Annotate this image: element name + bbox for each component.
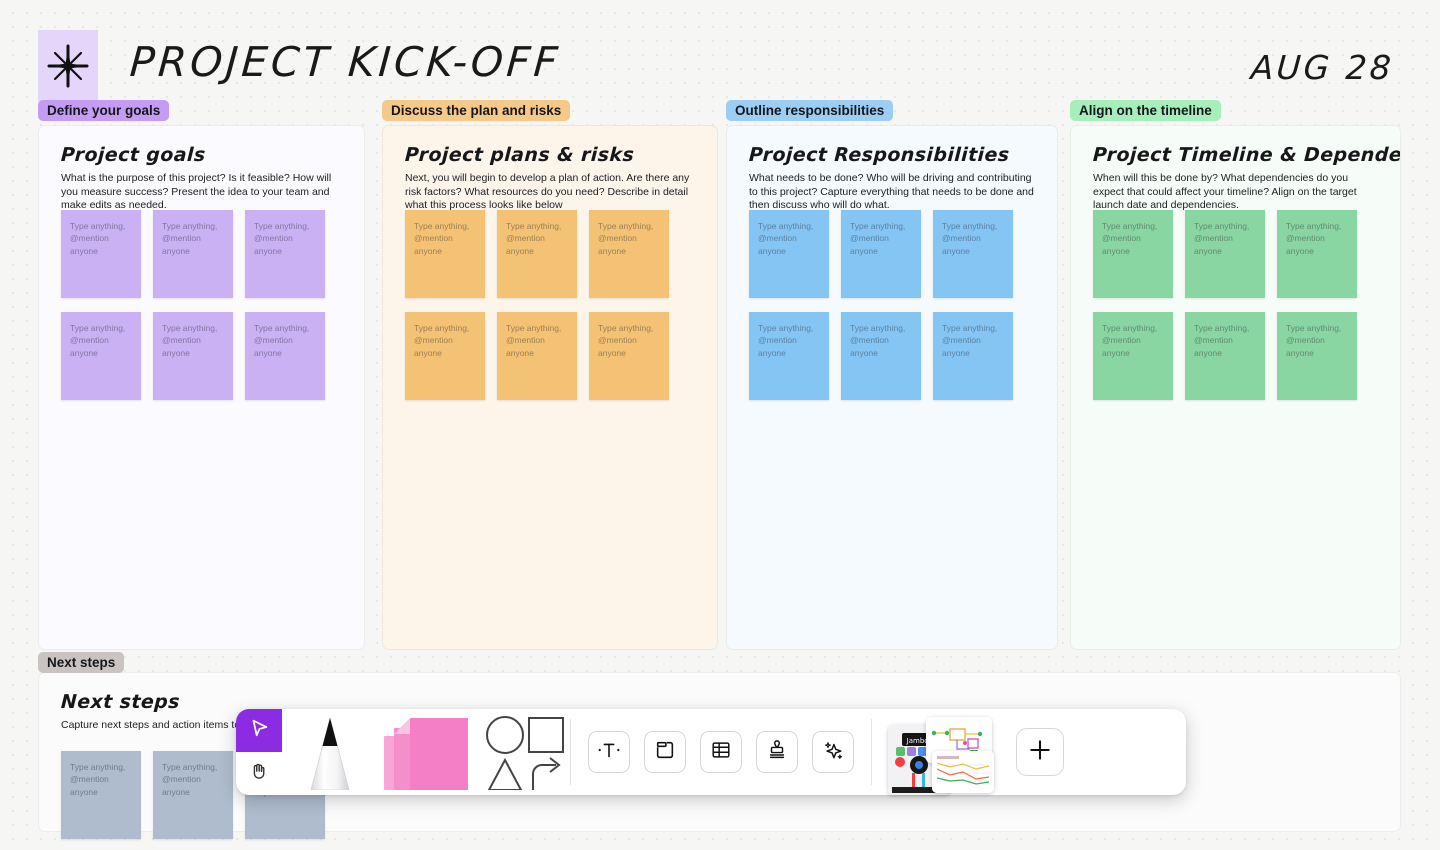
sticky-note[interactable]: Type anything, @mention anyone — [841, 312, 921, 400]
board-title[interactable]: PROJECT KICK-OFF — [128, 38, 563, 86]
svg-text:Jambot: Jambot — [906, 737, 932, 745]
frame-title-3: Project Timeline & Dependencies — [1092, 144, 1401, 166]
cursor-arrow-icon — [248, 717, 270, 744]
text-T-icon — [596, 739, 622, 766]
table-tool-button[interactable] — [700, 731, 742, 773]
frame-column-0[interactable]: Project goals What is the purpose of this… — [38, 125, 365, 650]
frame-title-next-steps: Next steps — [60, 691, 181, 713]
ai-assist-tool-button[interactable] — [812, 731, 854, 773]
frame-tool-button[interactable] — [644, 731, 686, 773]
widget-thumbnails[interactable]: Jambot — [886, 709, 996, 795]
sticky-note[interactable]: Type anything, @mention anyone — [1277, 312, 1357, 400]
sticky-note[interactable]: Type anything, @mention anyone — [61, 312, 141, 400]
sticky-note[interactable]: Type anything, @mention anyone — [933, 210, 1013, 298]
pen-tool-button[interactable] — [282, 709, 378, 795]
sticky-note[interactable]: Type anything, @mention anyone — [589, 210, 669, 298]
stamp-icon — [766, 739, 788, 766]
frame-title-0: Project goals — [60, 144, 207, 166]
shapes-tool-button[interactable] — [474, 709, 570, 795]
frame-title-1: Project plans & risks — [404, 144, 635, 166]
sticky-notes-grid-1: Type anything, @mention anyone Type anyth… — [405, 210, 699, 400]
sticky-note-tool-button[interactable] — [378, 709, 474, 795]
sticky-notes-grid-next-steps: Type anything, @mention anyone Type anyth… — [61, 751, 1382, 839]
sticky-notes-grid-0: Type anything, @mention anyone Type anyth… — [61, 210, 346, 400]
sticky-note[interactable]: Type anything, @mention anyone — [245, 312, 325, 400]
sticky-notes-icon — [380, 712, 472, 795]
sparkle-icon — [822, 739, 844, 766]
content-tools-group[interactable] — [571, 709, 871, 795]
pan-tool-button[interactable] — [236, 752, 282, 795]
sticky-notes-grid-3: Type anything, @mention anyone Type anyth… — [1093, 210, 1382, 400]
sticky-note[interactable]: Type anything, @mention anyone — [933, 312, 1013, 400]
frame-column-1[interactable]: Project plans & risks Next, you will begi… — [382, 125, 718, 650]
sticky-note[interactable]: Type anything, @mention anyone — [61, 751, 141, 839]
sticky-note[interactable]: Type anything, @mention anyone — [61, 210, 141, 298]
sticky-note[interactable]: Type anything, @mention anyone — [405, 312, 485, 400]
sticky-note[interactable]: Type anything, @mention anyone — [1093, 312, 1173, 400]
sticky-note[interactable]: Type anything, @mention anyone — [749, 210, 829, 298]
frame-description-1: Next, you will begin to develop a plan o… — [405, 172, 690, 212]
stamp-tool-button[interactable] — [756, 731, 798, 773]
frame-title-2: Project Responsibilities — [748, 144, 1011, 166]
mode-selector-group[interactable] — [236, 709, 282, 795]
frame-column-3[interactable]: Project Timeline & Dependencies When will… — [1070, 125, 1401, 650]
board-date[interactable]: AUG 28 — [1249, 48, 1396, 87]
sticky-note[interactable]: Type anything, @mention anyone — [1093, 210, 1173, 298]
creation-toolbar[interactable]: Jambot — [236, 709, 1186, 795]
section-tag-0[interactable]: Define your goals — [38, 100, 170, 121]
sticky-note[interactable]: Type anything, @mention anyone — [1185, 312, 1265, 400]
frame-description-3: When will this be done by? What dependen… — [1093, 172, 1357, 212]
hand-icon — [248, 760, 270, 787]
add-widget-button[interactable] — [1016, 728, 1064, 776]
sticky-note[interactable]: Type anything, @mention anyone — [153, 751, 233, 839]
toolbar-divider-2 — [871, 719, 872, 785]
sticky-note[interactable]: Type anything, @mention anyone — [1277, 210, 1357, 298]
shapes-icon — [479, 712, 565, 795]
sticky-note[interactable]: Type anything, @mention anyone — [1185, 210, 1265, 298]
frame-description-0: What is the purpose of this project? Is … — [61, 172, 332, 212]
sticky-note[interactable]: Type anything, @mention anyone — [841, 210, 921, 298]
sticky-note[interactable]: Type anything, @mention anyone — [497, 210, 577, 298]
board-header: PROJECT KICK-OFF AUG 28 — [0, 0, 1440, 102]
text-tool-button[interactable] — [588, 731, 630, 773]
sticky-note[interactable]: Type anything, @mention anyone — [749, 312, 829, 400]
widget-thumb-chart[interactable] — [932, 751, 994, 793]
frame-icon — [654, 739, 676, 766]
frame-column-2[interactable]: Project Responsibilities What needs to be… — [726, 125, 1058, 650]
select-tool-button[interactable] — [236, 709, 282, 752]
sticky-note[interactable]: Type anything, @mention anyone — [245, 210, 325, 298]
sticky-note[interactable]: Type anything, @mention anyone — [153, 312, 233, 400]
toolbar-divider-1 — [570, 719, 571, 785]
starburst-icon — [44, 42, 92, 90]
sticky-notes-grid-2: Type anything, @mention anyone Type anyth… — [749, 210, 1039, 400]
sticky-note[interactable]: Type anything, @mention anyone — [497, 312, 577, 400]
sticky-note[interactable]: Type anything, @mention anyone — [153, 210, 233, 298]
sticky-note[interactable]: Type anything, @mention anyone — [589, 312, 669, 400]
drawing-tools-group[interactable] — [282, 709, 570, 795]
sticky-note[interactable]: Type anything, @mention anyone — [405, 210, 485, 298]
table-icon — [710, 739, 732, 766]
section-tag-next-steps[interactable]: Next steps — [38, 652, 125, 673]
widgets-group[interactable]: Jambot — [872, 709, 1186, 795]
pencil-icon — [299, 712, 361, 795]
frame-description-2: What needs to be done? Who will be drivi… — [749, 172, 1034, 212]
section-tag-2[interactable]: Outline responsibilities — [726, 100, 894, 121]
section-tag-1[interactable]: Discuss the plan and risks — [382, 100, 571, 121]
section-tag-3[interactable]: Align on the timeline — [1070, 100, 1221, 121]
board-logo-tile — [38, 30, 98, 102]
plus-icon — [1027, 737, 1053, 768]
